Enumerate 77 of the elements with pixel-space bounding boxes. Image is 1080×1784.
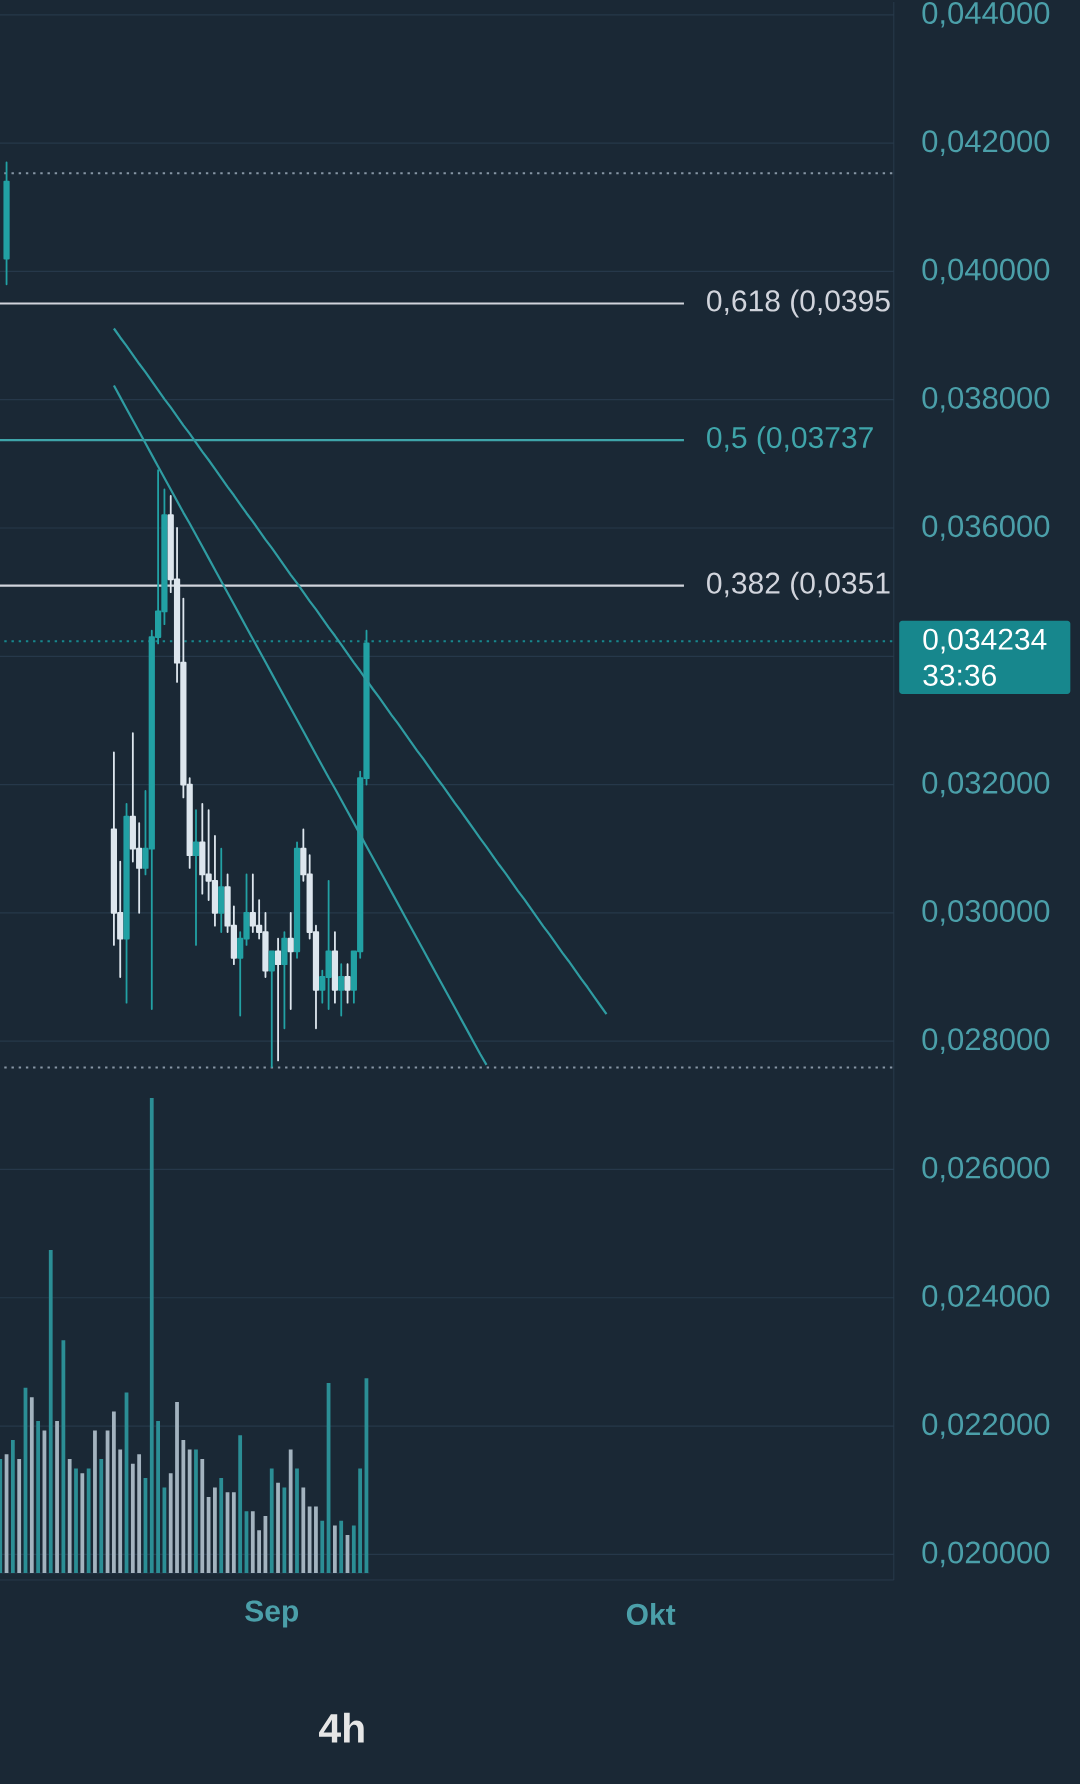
candlestick [218,847,225,934]
bar [181,1440,186,1573]
bar [269,1468,274,1573]
ref-line-label: 0,5 (0,03737 [707,426,873,455]
bar [194,1449,198,1573]
candlestick [268,950,275,1068]
bar [307,1506,312,1573]
bar [0,1458,3,1573]
bar [137,1454,142,1573]
bar [55,1421,59,1573]
bar [156,1421,160,1573]
bar [257,1530,261,1573]
bar [219,1477,224,1573]
bar [250,1511,255,1573]
y-tick-label: 0,028000 [922,1028,1050,1054]
bar [276,1482,280,1573]
bar [17,1458,22,1573]
bar [168,1473,173,1573]
y-tick-label: 0,036000 [922,515,1050,541]
ref-line-label: 0,034234 [923,628,1047,654]
bar [351,1525,356,1573]
bar [36,1421,41,1573]
bar [314,1506,318,1573]
bar [149,1097,154,1573]
y-tick-label: 0,040000 [922,258,1050,285]
bar [67,1458,72,1573]
bar [61,1340,66,1573]
y-tick-label: 0,022000 [922,1413,1050,1439]
candlestick [3,161,10,286]
candlestick [331,931,339,1004]
candlestick [123,802,130,1004]
bar [295,1468,299,1573]
bar [99,1458,104,1573]
candlestick [192,809,200,946]
bar [175,1402,179,1573]
candlestick [293,841,301,959]
bar [10,1440,15,1573]
y-tick-label: 0,038000 [922,386,1050,413]
bar [74,1468,78,1573]
candlestick [274,937,282,1062]
bar [213,1487,217,1573]
bar [301,1487,306,1573]
text: 4h [319,1712,364,1743]
bar [29,1397,34,1573]
y-tick-label: 0,024000 [922,1284,1050,1311]
bar [118,1449,123,1573]
bar [320,1520,325,1573]
text: 33:36 [923,664,996,686]
x-tick-label: Okt [626,1602,676,1625]
y-tick-label: 0,032000 [922,771,1050,798]
bar [48,1249,53,1573]
bar [238,1435,243,1573]
bar [80,1473,85,1573]
y-tick-label: 0,026000 [922,1156,1050,1183]
bar [339,1520,344,1573]
x-tick-label: Sep [245,1600,299,1628]
y-tick-label: 0,030000 [922,900,1050,926]
bar [358,1468,363,1573]
bar [111,1411,116,1573]
bar [130,1463,135,1573]
y-tick-label: 0,020000 [922,1541,1050,1568]
candlestick [338,963,345,1017]
line-series [112,327,608,1016]
bar [288,1449,293,1573]
bar [282,1487,287,1573]
bar [93,1430,97,1573]
bar [86,1468,91,1573]
bar [200,1458,205,1573]
bar [187,1449,192,1573]
ref-line-label: 0,618 (0,0395 [707,289,890,318]
ref-line-label: 0,382 (0,0351 [707,571,890,600]
y-tick-label: 0,042000 [922,130,1050,156]
bar [231,1492,236,1573]
candlestick [287,911,294,1010]
y-tick-label: 0,044000 [922,2,1050,28]
bar [332,1525,337,1573]
candlestick [344,963,351,1004]
